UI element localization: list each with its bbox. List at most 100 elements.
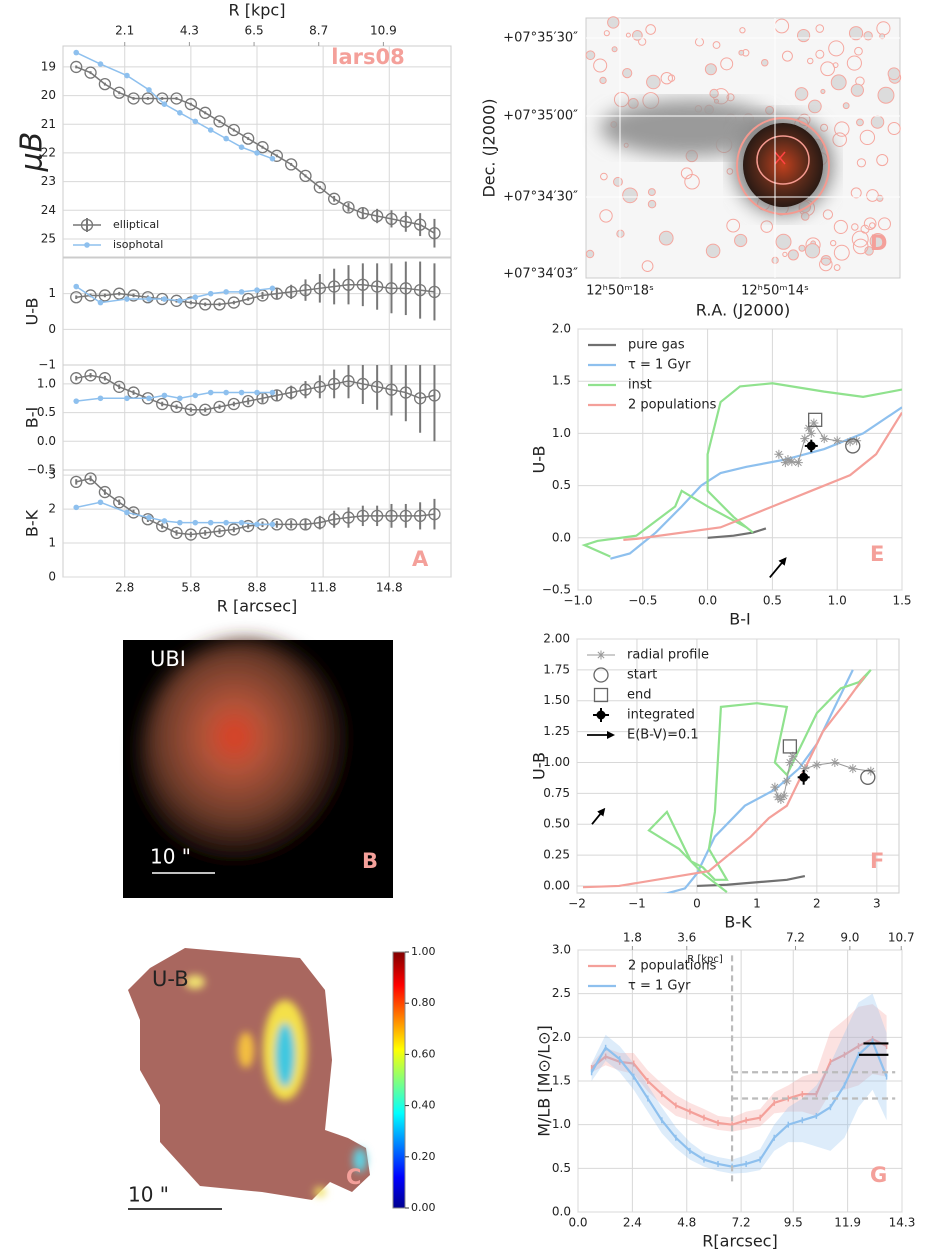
y-tick-label: 1.5 [552, 1074, 571, 1088]
x2-tick-label: 10.9 [370, 24, 397, 38]
x-tick-label: −0.5 [628, 594, 657, 608]
marker [177, 298, 183, 304]
marker [848, 764, 858, 774]
x-axis-label: B-K [724, 913, 752, 932]
map-shape [128, 948, 370, 1200]
marker [161, 518, 168, 524]
y-axis-label: U-B [530, 446, 549, 474]
speckle [850, 187, 862, 199]
x-tick-label: 1 [753, 897, 761, 911]
legend-label: isophotal [113, 238, 163, 251]
speckle [593, 58, 608, 73]
x-tick-label: 4.8 [677, 1216, 696, 1230]
speckle [600, 172, 608, 181]
marker [70, 60, 83, 74]
marker [806, 428, 816, 438]
x-tick-label: −1 [628, 897, 646, 911]
map-features [185, 975, 367, 1197]
series-line [591, 807, 606, 825]
speckle [806, 57, 814, 65]
x2-tick-label: 6.5 [245, 24, 264, 38]
marker [800, 434, 810, 444]
colorbar-tick-label: 0.60 [411, 1047, 436, 1060]
x-tick-label: 12ʰ50ᵐ14ˢ [741, 284, 809, 299]
marker [199, 403, 212, 416]
scale-label: 10 " [150, 845, 191, 869]
x-tick-label: −2 [568, 897, 586, 911]
legend-label: pure gas [628, 338, 685, 353]
marker [770, 782, 780, 792]
series-group [70, 49, 441, 248]
marker [285, 158, 298, 171]
y-tick-label: 0.25 [543, 848, 570, 862]
marker [238, 144, 245, 150]
speckle [726, 168, 734, 175]
series-group [70, 261, 441, 321]
legend-marker [596, 650, 606, 660]
marker [356, 377, 369, 391]
marker [184, 403, 198, 416]
marker [238, 519, 245, 526]
galaxy [140, 640, 350, 870]
speckle [625, 32, 631, 38]
marker [254, 150, 260, 156]
marker [97, 299, 104, 306]
y-tick-label: 0.0 [552, 530, 571, 544]
speckle [603, 30, 610, 37]
marker [845, 437, 855, 447]
marker [782, 739, 798, 754]
feature [275, 1023, 295, 1087]
marker [242, 132, 255, 145]
y-tick-label: 2.00 [543, 632, 570, 646]
marker [207, 127, 214, 133]
legend-label: elliptical [113, 218, 159, 231]
contour [756, 135, 810, 185]
marker [788, 751, 798, 761]
marker [270, 287, 283, 300]
uncertainty-band [591, 1004, 887, 1132]
marker [269, 389, 276, 396]
y-tick-label: 0.0 [552, 1205, 571, 1219]
speckle [611, 46, 618, 53]
speckle [833, 219, 848, 234]
marker [98, 372, 112, 385]
x2-tick-label: 8.7 [309, 24, 328, 38]
y-tick-label: 2.0 [552, 322, 571, 336]
y-tick-label: 1.0 [552, 1117, 571, 1131]
marker [124, 395, 130, 402]
marker [141, 92, 155, 105]
marker [227, 523, 241, 536]
marker [223, 135, 229, 142]
marker [213, 115, 226, 128]
marker [213, 298, 226, 311]
marker [213, 524, 226, 538]
marker [192, 519, 199, 526]
speckle [775, 233, 792, 250]
plot-area [577, 328, 903, 591]
marker [285, 518, 298, 531]
speckle [622, 68, 633, 79]
speckle [870, 115, 885, 129]
x-tick-label: 8.8 [247, 581, 266, 595]
x-tick-label: 14.8 [376, 581, 403, 595]
marker [223, 519, 229, 526]
marker [800, 764, 810, 774]
speckle [860, 224, 870, 234]
x-tick-label: 1.0 [828, 594, 847, 608]
marker [213, 400, 226, 414]
marker [223, 389, 229, 396]
speckle [820, 123, 829, 132]
speckle [854, 46, 863, 56]
speckle [863, 31, 873, 41]
legend-marker [80, 218, 94, 232]
y-tick-label: 2 [48, 502, 56, 516]
speckle [846, 55, 862, 71]
legend-label: τ = 1 Gyr [628, 358, 691, 373]
y-tick-label: 1.5 [552, 374, 571, 388]
x2-tick-label: 4.3 [180, 24, 199, 38]
marker [238, 389, 245, 396]
legend-label: 2 populations [628, 959, 717, 974]
y-tick-label: 21 [41, 117, 56, 131]
speckle [720, 57, 734, 71]
marker [227, 296, 241, 309]
